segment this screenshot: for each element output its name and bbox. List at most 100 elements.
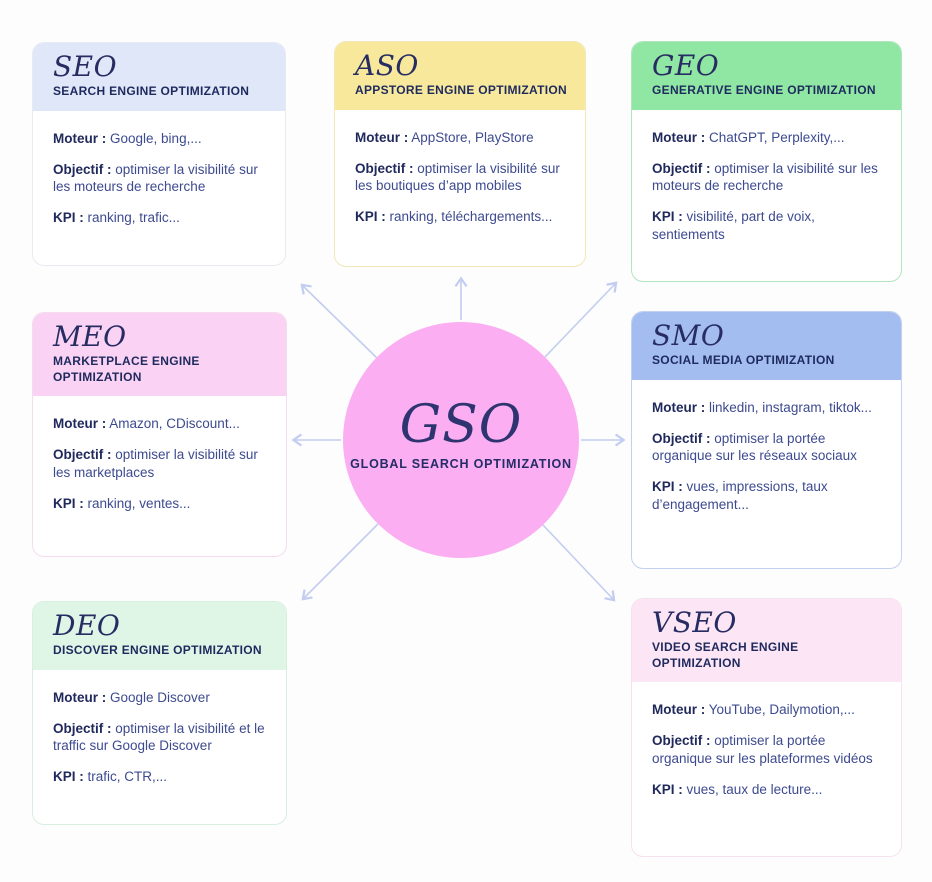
info-row-objectif: Objectif : optimiser la visibilité sur l… <box>53 446 274 482</box>
card-geo-header: GEO GENERATIVE ENGINE OPTIMIZATION <box>632 42 901 110</box>
info-row-kpi: KPI : ranking, ventes... <box>53 495 274 513</box>
card-aso-header: ASO APPSTORE ENGINE OPTIMIZATION <box>335 42 585 110</box>
arrow-to-geo <box>544 281 618 358</box>
row-text: optimiser la portée organique sur les ré… <box>652 430 857 464</box>
row-text: ranking, ventes... <box>87 495 191 511</box>
info-row-kpi: KPI : ranking, trafic... <box>53 209 273 227</box>
row-text: trafic, CTR,... <box>87 769 168 785</box>
card-smo: SMO SOCIAL MEDIA OPTIMIZATION Moteur : l… <box>631 311 902 569</box>
row-text: Google Discover <box>110 689 210 705</box>
info-row-kpi: KPI : vues, impressions, taux d’engageme… <box>652 478 889 514</box>
row-text: optimiser la visibilité sur les moteurs … <box>652 160 878 194</box>
row-text: ranking, téléchargements... <box>389 209 553 225</box>
row-label: KPI : <box>53 769 84 785</box>
card-meo-title: MEO <box>53 320 127 353</box>
row-text: AppStore, PlayStore <box>411 129 534 145</box>
card-smo-subtitle: SOCIAL MEDIA OPTIMIZATION <box>652 353 835 368</box>
card-aso-title: ASO <box>355 49 419 82</box>
row-label: KPI : <box>652 209 683 225</box>
info-row-objectif: Objectif : optimiser la visibilité et le… <box>53 720 274 756</box>
card-geo-title: GEO <box>652 49 720 82</box>
row-label: Moteur : <box>652 702 706 718</box>
gso-circle: GSO GLOBAL SEARCH OPTIMIZATION <box>343 322 579 558</box>
info-row-moteur: Moteur : Amazon, CDiscount... <box>53 415 274 433</box>
card-deo-body: Moteur : Google Discover Objectif : opti… <box>33 670 286 805</box>
row-label: KPI : <box>53 495 84 511</box>
row-label: Objectif : <box>652 430 711 446</box>
row-text: linkedin, instagram, tiktok... <box>709 399 872 415</box>
info-row-moteur: Moteur : AppStore, PlayStore <box>355 129 573 147</box>
row-text: visibilité, part de voix, sentiements <box>652 209 815 243</box>
card-aso-body: Moteur : AppStore, PlayStore Objectif : … <box>335 110 585 245</box>
info-row-moteur: Moteur : ChatGPT, Perplexity,... <box>652 129 889 147</box>
card-geo-body: Moteur : ChatGPT, Perplexity,... Objecti… <box>632 110 901 263</box>
card-geo: GEO GENERATIVE ENGINE OPTIMIZATION Moteu… <box>631 41 902 282</box>
card-vseo-subtitle: VIDEO SEARCH ENGINE OPTIMIZATION <box>652 640 799 670</box>
row-text: ChatGPT, Perplexity,... <box>709 129 845 145</box>
row-label: KPI : <box>652 781 683 797</box>
gso-title: GSO <box>399 395 523 455</box>
row-text: Google, bing,... <box>110 130 202 146</box>
card-seo-title: SEO <box>53 50 118 83</box>
info-row-moteur: Moteur : Google Discover <box>53 689 274 707</box>
card-smo-body: Moteur : linkedin, instagram, tiktok... … <box>632 380 901 533</box>
info-row-objectif: Objectif : optimiser la visibilité sur l… <box>652 160 889 196</box>
row-label: Moteur : <box>652 399 706 415</box>
info-row-moteur: Moteur : YouTube, Dailymotion,... <box>652 701 889 719</box>
card-seo: SEO SEARCH ENGINE OPTIMIZATION Moteur : … <box>32 42 286 266</box>
row-text: optimiser la portée organique sur les pl… <box>652 733 873 767</box>
card-seo-subtitle: SEARCH ENGINE OPTIMIZATION <box>53 84 250 99</box>
card-deo: DEO DISCOVER ENGINE OPTIMIZATION Moteur … <box>32 601 287 825</box>
row-label: Objectif : <box>53 447 112 463</box>
card-deo-title: DEO <box>53 609 121 642</box>
row-label: KPI : <box>53 210 84 226</box>
card-vseo-header: VSEO VIDEO SEARCH ENGINE OPTIMIZATION <box>632 599 901 683</box>
row-label: Moteur : <box>53 416 107 432</box>
row-label: Moteur : <box>53 130 107 146</box>
gso-subtitle: GLOBAL SEARCH OPTIMIZATION <box>350 457 572 471</box>
row-label: KPI : <box>652 479 683 495</box>
info-row-kpi: KPI : ranking, téléchargements... <box>355 208 573 226</box>
row-text: vues, impressions, taux d’engagement... <box>652 479 828 513</box>
info-row-objectif: Objectif : optimiser la visibilité sur l… <box>53 161 273 197</box>
row-label: Objectif : <box>652 160 711 176</box>
info-row-kpi: KPI : vues, taux de lecture... <box>652 781 889 799</box>
info-row-moteur: Moteur : Google, bing,... <box>53 130 273 148</box>
card-geo-subtitle: GENERATIVE ENGINE OPTIMIZATION <box>652 83 876 98</box>
info-row-objectif: Objectif : optimiser la portée organique… <box>652 430 889 466</box>
row-text: optimiser la visibilité sur les boutique… <box>355 160 560 194</box>
row-text: ranking, trafic... <box>87 210 180 226</box>
info-row-moteur: Moteur : linkedin, instagram, tiktok... <box>652 399 889 417</box>
card-aso-subtitle: APPSTORE ENGINE OPTIMIZATION <box>355 83 567 98</box>
row-label: Moteur : <box>53 689 107 705</box>
card-smo-title: SMO <box>652 319 725 352</box>
row-text: optimiser la visibilité et le traffic su… <box>53 720 265 754</box>
card-meo-subtitle: MARKETPLACE ENGINE OPTIMIZATION <box>53 354 200 384</box>
row-label: KPI : <box>355 209 386 225</box>
row-label: Objectif : <box>355 160 414 176</box>
info-row-objectif: Objectif : optimiser la portée organique… <box>652 732 889 768</box>
info-row-kpi: KPI : visibilité, part de voix, sentieme… <box>652 208 889 244</box>
card-meo-body: Moteur : Amazon, CDiscount... Objectif :… <box>33 396 286 531</box>
row-label: Moteur : <box>355 129 409 145</box>
info-row-objectif: Objectif : optimiser la visibilité sur l… <box>355 160 573 196</box>
info-row-kpi: KPI : trafic, CTR,... <box>53 768 274 786</box>
card-meo-header: MEO MARKETPLACE ENGINE OPTIMIZATION <box>33 313 286 397</box>
card-vseo: VSEO VIDEO SEARCH ENGINE OPTIMIZATION Mo… <box>631 598 902 857</box>
arrow-to-deo <box>301 523 379 601</box>
card-deo-subtitle: DISCOVER ENGINE OPTIMIZATION <box>53 643 262 658</box>
row-label: Objectif : <box>53 161 112 177</box>
row-text: optimiser la visibilité sur les moteurs … <box>53 161 258 195</box>
arrow-to-vseo <box>542 524 616 602</box>
row-text: optimiser la visibilité sur les marketpl… <box>53 447 258 481</box>
row-text: vues, taux de lecture... <box>686 781 823 797</box>
row-text: YouTube, Dailymotion,... <box>708 702 855 718</box>
row-label: Objectif : <box>652 733 711 749</box>
card-vseo-body: Moteur : YouTube, Dailymotion,... Object… <box>632 682 901 817</box>
card-deo-header: DEO DISCOVER ENGINE OPTIMIZATION <box>33 602 286 670</box>
card-vseo-title: VSEO <box>652 606 737 639</box>
row-text: Amazon, CDiscount... <box>109 416 240 432</box>
row-label: Objectif : <box>53 720 112 736</box>
